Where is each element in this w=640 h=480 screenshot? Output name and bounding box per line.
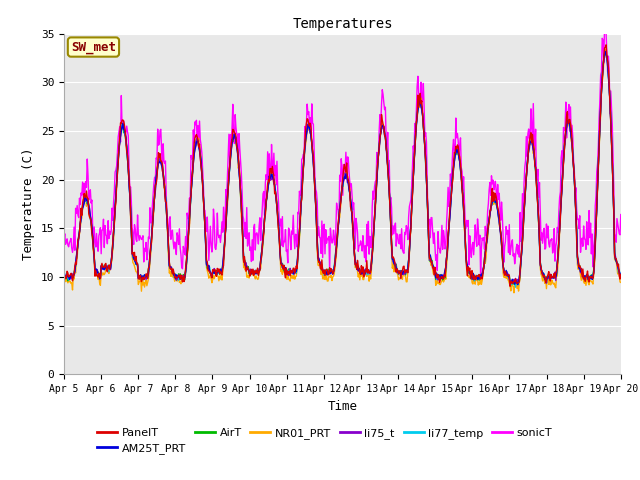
Title: Temperatures: Temperatures: [292, 17, 393, 31]
X-axis label: Time: Time: [328, 400, 357, 413]
Y-axis label: Temperature (C): Temperature (C): [22, 148, 35, 260]
Legend: PanelT, AM25T_PRT, AirT, NR01_PRT, li75_t, li77_temp, sonicT: PanelT, AM25T_PRT, AirT, NR01_PRT, li75_…: [97, 428, 552, 454]
Text: SW_met: SW_met: [71, 40, 116, 54]
